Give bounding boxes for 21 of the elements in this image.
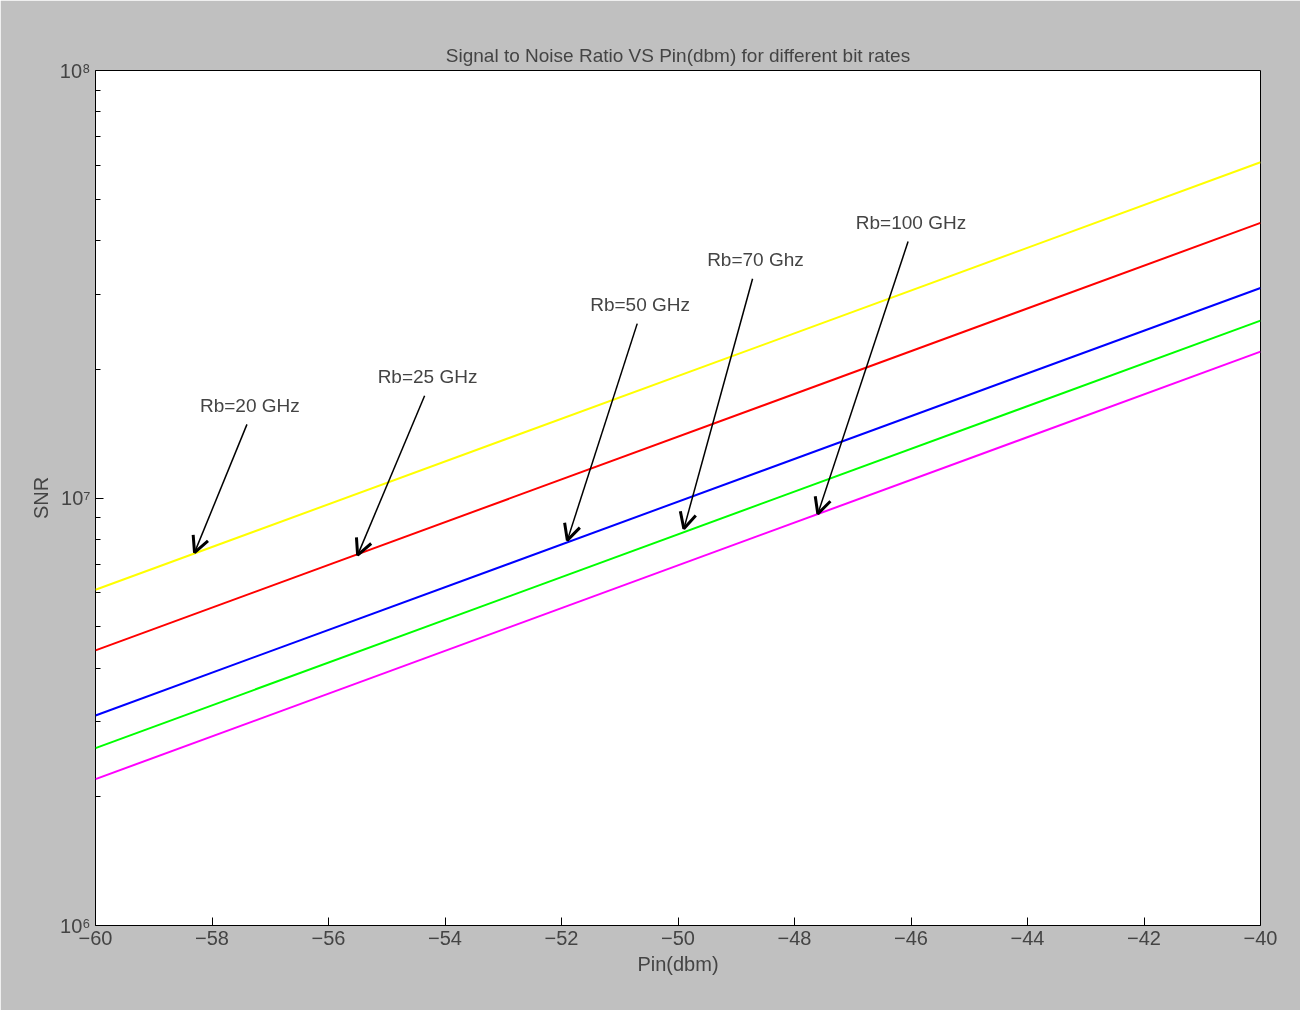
x-tick-label: −54 bbox=[428, 926, 462, 949]
x-tick-label: −50 bbox=[661, 926, 695, 949]
annotation: Rb=70 Ghz bbox=[707, 249, 804, 270]
x-tick-label: −58 bbox=[195, 926, 229, 949]
x-tick-label: −42 bbox=[1127, 926, 1161, 949]
annotation: Rb=100 GHz bbox=[855, 211, 967, 233]
x-tick-label: −52 bbox=[544, 926, 579, 949]
y-axis-title: SNR bbox=[29, 476, 52, 520]
x-tick-label: −48 bbox=[777, 926, 812, 949]
annotation: Rb=20 GHz bbox=[199, 394, 300, 416]
x-tick-label: −44 bbox=[1010, 926, 1045, 949]
x-tick-label: −46 bbox=[894, 926, 928, 949]
annotation: Rb=50 GHz bbox=[590, 293, 691, 315]
y-tick-label: 10⁸ bbox=[59, 59, 91, 82]
annotation: Rb=25 GHz bbox=[377, 365, 478, 387]
y-tick-label: 10⁷ bbox=[61, 487, 91, 509]
x-axis-title: Pin(dbm) bbox=[637, 952, 719, 975]
chart-title: Signal to Noise Ratio VS Pin(dbm) for different bit rates bbox=[445, 44, 911, 66]
y-tick-label: 10⁶ bbox=[60, 914, 91, 937]
x-tick-label: −40 bbox=[1243, 926, 1278, 949]
x-tick-label: −56 bbox=[311, 926, 346, 949]
